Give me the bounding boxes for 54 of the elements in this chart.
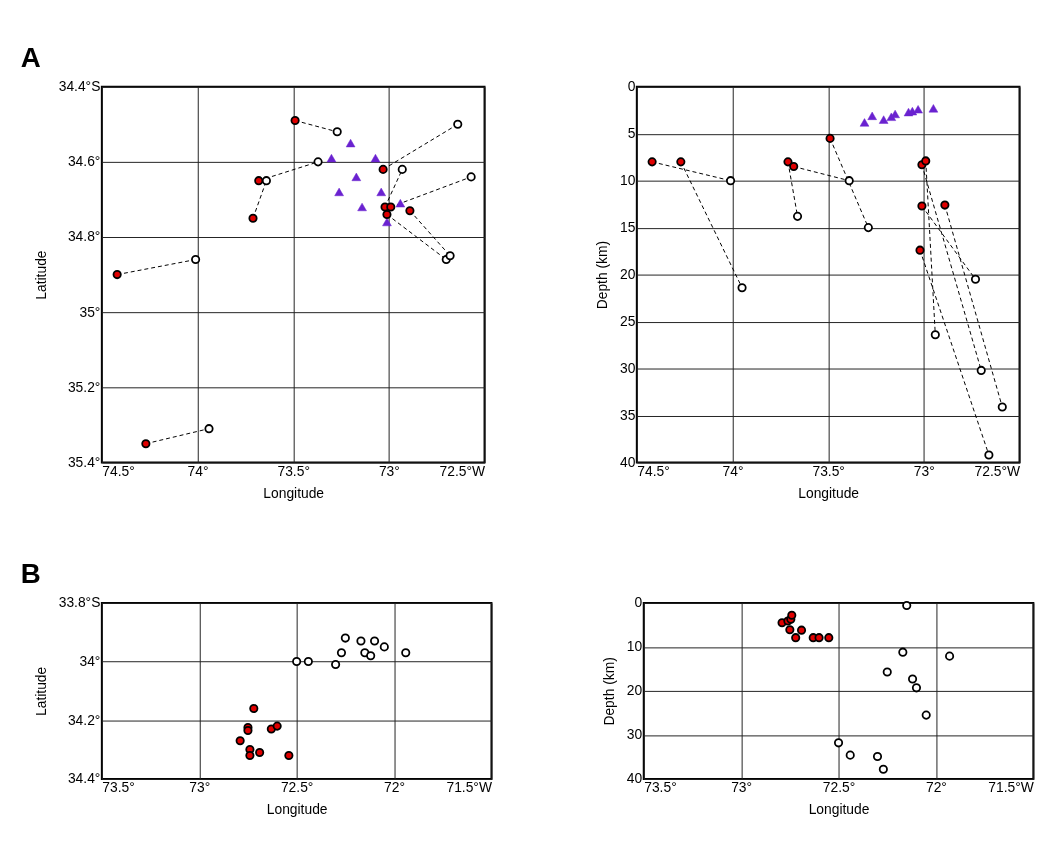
y-tick-label: 30 xyxy=(626,726,643,743)
x-tick-label: 73° xyxy=(378,462,400,479)
x-tick-label: 72° xyxy=(925,779,947,796)
y-tick-label: 5 xyxy=(627,125,636,142)
x-tick-label: 72.5° xyxy=(280,779,314,796)
y-tick-label: 40 xyxy=(626,770,643,787)
x-tick-label: 73° xyxy=(731,779,753,796)
x-tick-label: 71.5°W xyxy=(988,779,1034,796)
y-tick-label: 34.4°S xyxy=(58,78,101,95)
y-tick-label: 35.4° xyxy=(67,453,101,470)
x-axis-title: Longitude xyxy=(798,484,860,501)
y-tick-label: 35.2° xyxy=(67,378,101,395)
y-tick-label: 34° xyxy=(79,653,101,670)
text: A xyxy=(20,41,41,73)
y-tick-label: 20 xyxy=(619,266,636,283)
y-axis-title: Depth (km) xyxy=(601,657,617,726)
y-tick-label: 0 xyxy=(634,594,643,611)
y-tick-label: 10 xyxy=(619,172,636,189)
y-axis-title: Depth (km) xyxy=(594,240,611,310)
x-tick-label: 72° xyxy=(384,779,406,796)
x-tick-label: 73.5° xyxy=(644,779,677,796)
y-tick-label: 25 xyxy=(619,313,636,330)
text: B xyxy=(20,558,41,590)
x-tick-label: 74° xyxy=(722,462,744,479)
x-tick-label: 73.5° xyxy=(102,779,135,796)
x-tick-label: 74° xyxy=(187,462,209,479)
x-tick-label: 74.5° xyxy=(102,462,135,479)
y-tick-label: 34.2° xyxy=(67,711,101,728)
y-tick-label: 0 xyxy=(627,78,636,95)
x-tick-label: 73.5° xyxy=(277,462,310,479)
y-tick-label: 34.4° xyxy=(67,770,101,787)
y-tick-label: 35 xyxy=(619,406,636,423)
y-axis-title: Latitude xyxy=(32,250,49,300)
x-axis-title: Longitude xyxy=(263,484,325,501)
y-axis-title: Latitude xyxy=(32,666,49,716)
x-tick-label: 71.5°W xyxy=(446,779,492,796)
y-tick-label: 40 xyxy=(619,453,636,470)
x-tick-label: 73° xyxy=(913,462,935,479)
x-tick-label: 72.5°W xyxy=(974,462,1020,479)
x-tick-label: 74.5° xyxy=(637,462,670,479)
y-tick-label: 33.8°S xyxy=(58,594,101,611)
y-tick-label: 34.6° xyxy=(67,153,101,170)
y-tick-label: 15 xyxy=(619,219,636,236)
y-tick-label: 35° xyxy=(79,303,101,320)
x-axis-title: Longitude xyxy=(808,801,870,818)
x-tick-label: 73.5° xyxy=(812,462,845,479)
y-tick-label: 20 xyxy=(626,682,643,699)
y-tick-label: 30 xyxy=(619,359,636,376)
x-axis-title: Longitude xyxy=(266,801,328,818)
y-tick-label: 34.8° xyxy=(67,228,101,245)
x-tick-label: 72.5° xyxy=(822,779,856,796)
y-tick-label: 10 xyxy=(626,638,643,655)
x-tick-label: 73° xyxy=(189,779,211,796)
x-tick-label: 72.5°W xyxy=(439,462,486,479)
